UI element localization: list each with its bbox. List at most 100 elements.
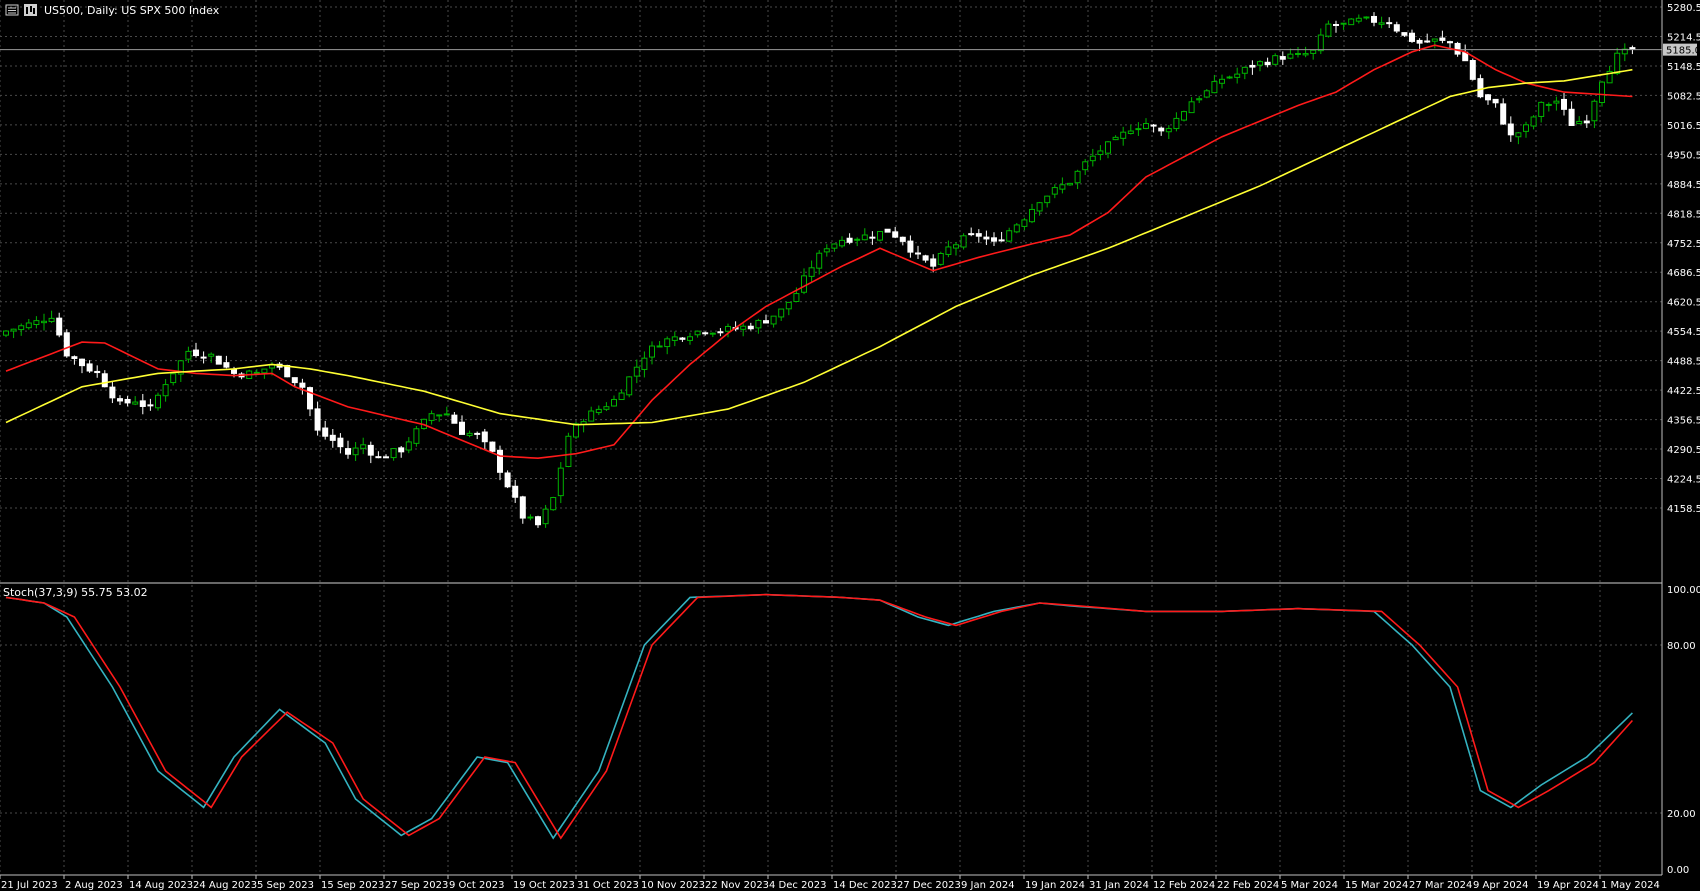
candle-up [785,301,792,310]
candle-down [975,233,982,237]
candle-up [740,325,747,330]
candle-up [808,267,815,277]
candle-up [671,336,678,341]
stoch-tick-label: 20.00 [1667,809,1696,820]
chart-type-icon[interactable] [24,4,37,16]
candle-up [626,376,633,396]
time-tick-label: 9 Jan 2024 [961,880,1015,891]
price-tick-label: 4422.5 [1667,386,1700,397]
candle-up [1530,116,1537,127]
candle-up [1553,100,1560,104]
time-tick-label: 31 Oct 2023 [577,880,639,891]
candle-down [94,370,101,374]
price-tick-label: 4158.5 [1667,504,1700,515]
candle-down [329,434,336,441]
candle-up [618,392,625,401]
candle-up [1606,70,1613,84]
stoch-tick-label: 80.00 [1667,641,1696,652]
candle-up [1105,141,1111,154]
candle-up [1363,16,1370,19]
candle-up [48,317,55,323]
candle-down [892,231,899,238]
candle-down [1393,24,1400,32]
candle-up [1340,22,1347,25]
candle-up [664,338,671,348]
candle-up [565,435,572,468]
price-axis[interactable]: 5185.0 5280.5 5214.5 5148.5 5082.5 5016.5 4950… [1663,3,1700,515]
candle-up [595,408,602,414]
candle-down [337,437,344,448]
candle-up [185,350,192,360]
candle-down [63,332,70,357]
candle-up [656,345,663,348]
candle-down [291,377,298,384]
price-tick-label: 4224.5 [1667,475,1700,486]
candle-up [33,320,40,326]
candle-up [603,406,610,410]
candle-up [1317,34,1324,52]
candle-up [1219,78,1225,84]
candle-up [633,366,640,377]
candle-up [778,308,785,318]
candle-up [10,328,17,332]
candle-down [193,349,199,357]
candle-down [307,387,313,410]
candle-down [983,236,990,240]
time-axis[interactable]: 21 Jul 2023 2 Aug 2023 14 Aug 2023 24 Aug 2… [0,875,1660,891]
candle-down [1583,120,1590,124]
candle-up [1431,38,1438,42]
price-tick-label: 4818.5 [1667,209,1700,220]
candle-down [345,448,351,455]
candle-down [1409,32,1415,42]
candle-up [937,253,944,265]
candle-down [1454,42,1461,55]
candle-down [1485,94,1491,101]
candle-down [884,228,891,233]
candle-up [1355,17,1362,22]
time-tick-label: 14 Aug 2023 [129,880,193,891]
candle-up [588,410,595,422]
price-tick-label: 4290.5 [1667,445,1700,456]
candle-down [375,456,382,459]
price-tick-label: 5082.5 [1667,91,1700,102]
candle-down [459,421,465,435]
candle-up [1287,53,1294,59]
price-tick-label: 4356.5 [1667,416,1700,427]
candle-down [922,255,929,261]
candle-up [352,447,359,456]
candle-up [694,330,701,336]
candle-up [413,428,420,444]
candle-down [1561,98,1567,110]
candle-up [1082,161,1089,171]
time-tick-label: 10 Nov 2023 [641,880,705,891]
candle-up [1257,61,1263,66]
candle-down [367,444,374,456]
candle-up [542,508,549,525]
candle-down [497,449,503,473]
stoch-axis[interactable]: 100.00 80.00 20.00 0.00 [1667,585,1700,876]
candle-up [261,368,268,374]
time-tick-label: 5 Sep 2023 [257,880,314,891]
candle-down [535,516,541,526]
candle-up [770,315,777,325]
time-tick-label: 15 Sep 2023 [321,880,384,891]
candle-down [1568,108,1575,126]
candle-up [1523,124,1529,132]
candle-up [162,384,169,397]
price-pane[interactable] [0,12,1662,528]
candle-up [1591,100,1598,122]
stoch-signal-line [5,593,1633,840]
stochastic-pane[interactable] [5,593,1633,840]
candle-up [1074,170,1081,184]
stoch-tick-label: 0.00 [1667,865,1689,876]
price-tick-label: 4884.5 [1667,180,1700,191]
time-tick-label: 19 Jan 2024 [1025,880,1085,891]
stoch-tick-label: 100.00 [1667,585,1700,596]
candle-down [383,456,389,459]
candle-down [109,386,116,399]
price-tick-label: 4686.5 [1667,268,1700,279]
candle-down [474,432,481,435]
menu-icon[interactable] [5,4,19,16]
